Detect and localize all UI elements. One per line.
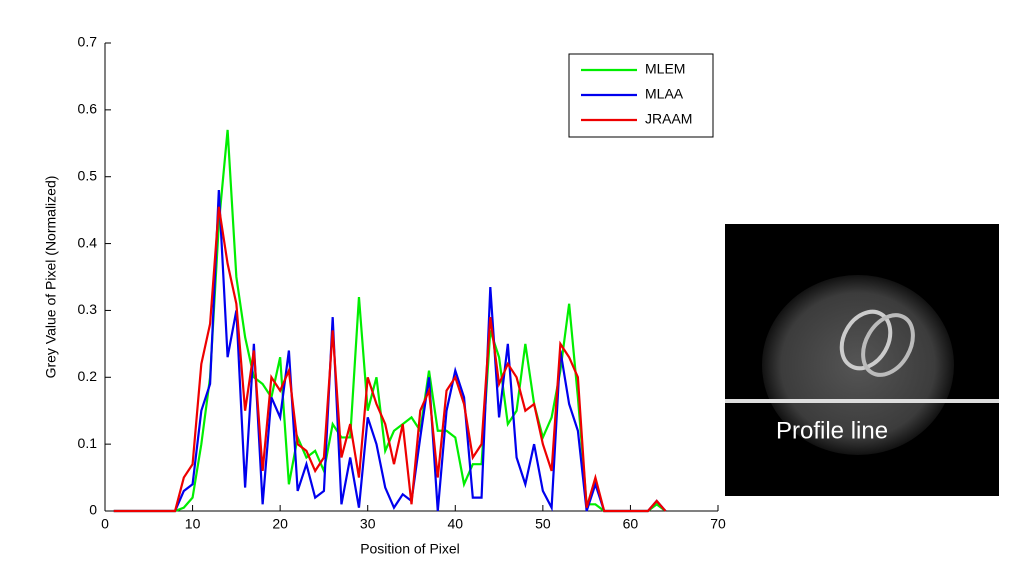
inset-image: Profile line bbox=[725, 224, 999, 496]
x-tick-label: 60 bbox=[623, 516, 639, 532]
y-tick-label: 0.3 bbox=[78, 301, 98, 317]
x-tick-label: 50 bbox=[535, 516, 551, 532]
legend-label: MLEM bbox=[645, 61, 685, 77]
y-tick-label: 0.1 bbox=[78, 435, 98, 451]
y-tick-label: 0.6 bbox=[78, 101, 98, 117]
legend: MLEM MLAA JRAAM bbox=[568, 53, 714, 138]
legend-label: JRAAM bbox=[645, 111, 692, 127]
y-tick-label: 0.2 bbox=[78, 368, 98, 384]
x-tick-label: 30 bbox=[360, 516, 376, 532]
x-tick-label: 20 bbox=[272, 516, 288, 532]
x-tick-label: 0 bbox=[101, 516, 109, 532]
x-tick-label: 10 bbox=[185, 516, 201, 532]
x-axis-label: Position of Pixel bbox=[360, 541, 460, 557]
line-series bbox=[113, 190, 667, 513]
y-tick-label: 0.7 bbox=[78, 34, 98, 50]
inset-label: Profile line bbox=[776, 417, 888, 444]
y-axis-label: Grey Value of Pixel (Normalized) bbox=[43, 176, 59, 379]
line-series bbox=[113, 206, 667, 513]
legend-label: MLAA bbox=[645, 86, 684, 102]
x-tick-label: 40 bbox=[447, 516, 463, 532]
y-tick-label: 0.5 bbox=[78, 167, 98, 183]
y-tick-label: 0.4 bbox=[78, 234, 98, 250]
y-tick-label: 0 bbox=[89, 502, 97, 518]
x-tick-label: 70 bbox=[710, 516, 726, 532]
